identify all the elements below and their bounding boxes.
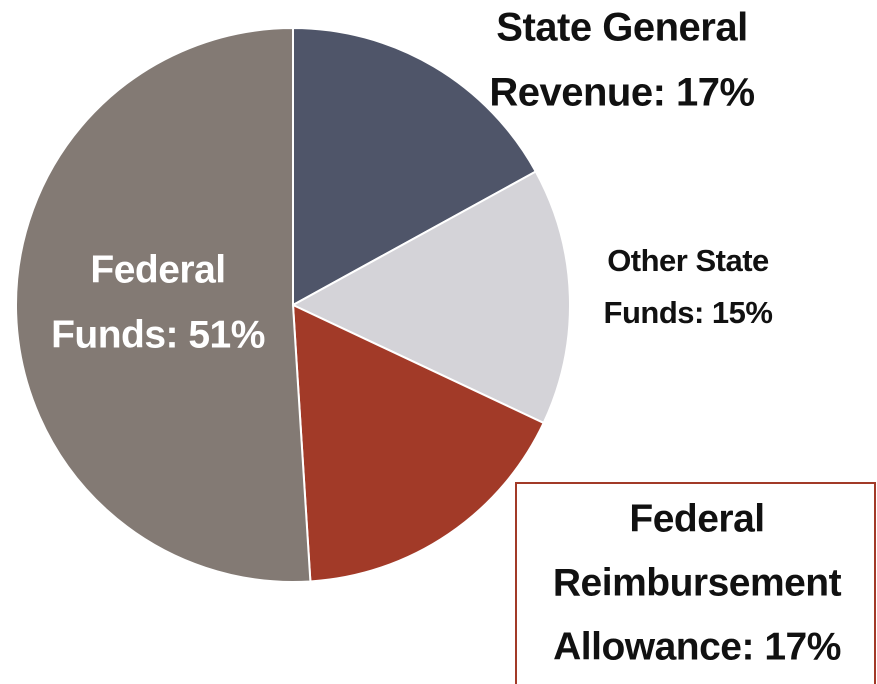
slice-label: Funds: 15% (604, 295, 773, 330)
slice-label: Federal (90, 248, 225, 291)
pie-slice (291, 303, 545, 583)
pie-slice (15, 26, 312, 583)
slice-label: Other State (607, 243, 769, 278)
callout-box (515, 482, 876, 684)
pie-slice (290, 170, 571, 425)
slice-label: State General (496, 6, 747, 50)
slice-label: Revenue: 17% (489, 71, 754, 115)
slice-label: Federal (629, 497, 764, 540)
slice-label: Funds: 51% (51, 313, 265, 356)
slice-label: Allowance: 17% (553, 625, 841, 668)
slice-label: Reimbursement (553, 561, 842, 604)
pie-slice (292, 26, 538, 307)
